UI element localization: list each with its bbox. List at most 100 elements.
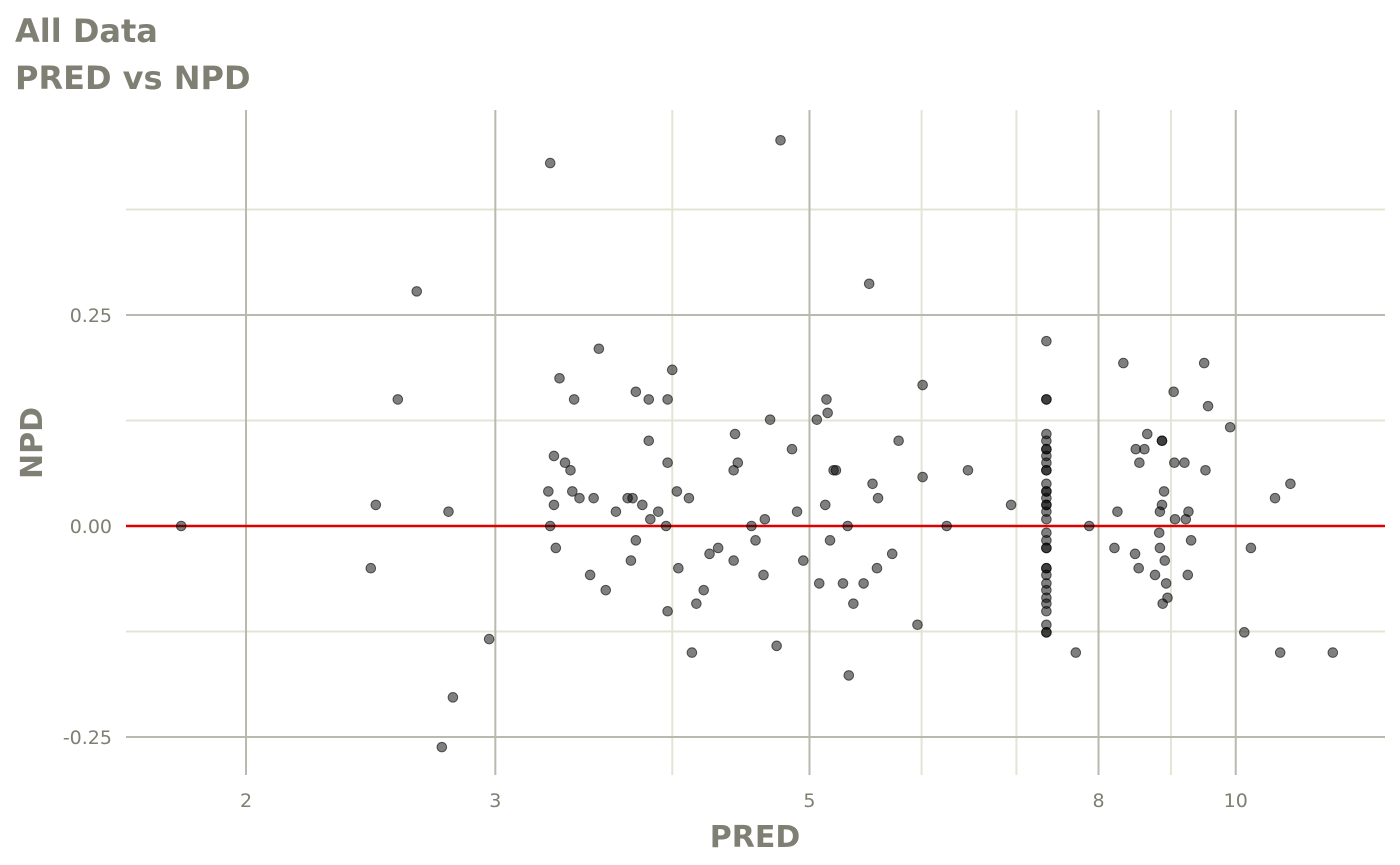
data-point xyxy=(1041,542,1052,554)
data-point xyxy=(822,407,833,419)
data-point xyxy=(662,605,673,617)
data-point xyxy=(671,486,683,497)
data-point xyxy=(962,464,974,476)
data-point xyxy=(759,513,771,525)
data-point xyxy=(411,286,423,297)
data-point xyxy=(1183,506,1194,517)
data-point xyxy=(660,520,672,532)
data-point xyxy=(1238,627,1250,638)
data-point xyxy=(941,520,953,532)
data-point xyxy=(483,633,495,645)
data-point xyxy=(917,471,928,483)
data-point xyxy=(1041,335,1052,347)
data-point xyxy=(544,157,556,169)
data-point xyxy=(662,457,673,469)
data-point xyxy=(1156,435,1168,447)
data-point xyxy=(645,513,656,525)
data-point xyxy=(886,548,898,560)
data-point xyxy=(554,373,565,384)
data-point xyxy=(912,619,923,631)
data-point xyxy=(1041,627,1052,638)
data-point xyxy=(791,506,803,517)
data-point xyxy=(1158,486,1170,497)
data-point xyxy=(1041,513,1052,525)
data-point xyxy=(1041,605,1052,617)
data-point xyxy=(698,584,710,596)
data-point xyxy=(1159,555,1171,566)
data-point xyxy=(837,578,849,589)
data-point xyxy=(630,535,642,546)
data-point xyxy=(559,457,571,469)
data-point xyxy=(637,499,648,511)
data-point xyxy=(627,492,638,504)
data-point xyxy=(712,542,724,554)
data-point xyxy=(686,647,698,658)
data-point xyxy=(691,598,702,609)
data-point xyxy=(565,464,576,476)
data-point xyxy=(764,414,776,425)
data-point xyxy=(662,394,673,405)
data-point xyxy=(436,741,448,753)
data-point xyxy=(871,562,883,574)
y-tick-label: 0.25 xyxy=(70,305,112,327)
data-point xyxy=(1202,400,1214,412)
data-point xyxy=(643,394,655,405)
data-point xyxy=(842,520,853,532)
data-point xyxy=(683,492,695,504)
chart-title: All Data xyxy=(15,12,158,50)
data-point xyxy=(1141,428,1153,440)
data-point xyxy=(1153,527,1165,539)
data-point xyxy=(1133,562,1144,574)
y-tick-label: -0.25 xyxy=(63,727,112,749)
data-point xyxy=(584,569,596,581)
data-point xyxy=(1179,457,1190,469)
data-point xyxy=(370,499,382,511)
data-point xyxy=(630,386,642,398)
chart-subtitle: PRED vs NPD xyxy=(15,59,251,97)
data-point xyxy=(1139,443,1150,455)
x-tick-label: 10 xyxy=(1224,790,1248,812)
data-point xyxy=(1112,506,1123,517)
data-point xyxy=(1041,394,1052,405)
data-point xyxy=(704,548,715,560)
data-point xyxy=(1327,647,1339,658)
data-point xyxy=(1083,520,1095,532)
data-point xyxy=(917,379,928,391)
data-point xyxy=(1168,386,1179,398)
data-point xyxy=(1041,464,1052,476)
data-point xyxy=(843,670,855,681)
data-point xyxy=(811,414,823,425)
data-point xyxy=(600,584,612,596)
data-point xyxy=(548,499,560,511)
data-point xyxy=(568,394,580,405)
data-point xyxy=(1149,569,1161,581)
data-point xyxy=(758,569,769,581)
x-tick-label: 5 xyxy=(803,790,815,812)
data-point xyxy=(550,542,562,554)
data-point xyxy=(1109,542,1120,554)
data-point xyxy=(798,555,809,566)
data-point xyxy=(1118,357,1129,369)
data-point xyxy=(893,435,904,447)
data-point xyxy=(729,428,741,440)
data-point xyxy=(813,578,825,589)
data-point xyxy=(1245,542,1257,554)
data-point xyxy=(1274,647,1286,658)
y-axis-label: NPD xyxy=(15,407,50,479)
data-point xyxy=(750,535,761,546)
data-point xyxy=(666,364,678,376)
data-point xyxy=(1269,492,1281,504)
data-point xyxy=(567,486,578,497)
data-point xyxy=(775,134,786,146)
data-point xyxy=(821,394,832,405)
data-point xyxy=(786,443,798,455)
data-point xyxy=(544,520,556,532)
data-point xyxy=(1070,647,1082,658)
data-point xyxy=(593,343,605,355)
data-point xyxy=(1169,457,1180,469)
data-point xyxy=(1154,542,1166,554)
data-point xyxy=(1156,499,1168,511)
data-point xyxy=(1129,548,1141,560)
data-point xyxy=(443,506,454,517)
